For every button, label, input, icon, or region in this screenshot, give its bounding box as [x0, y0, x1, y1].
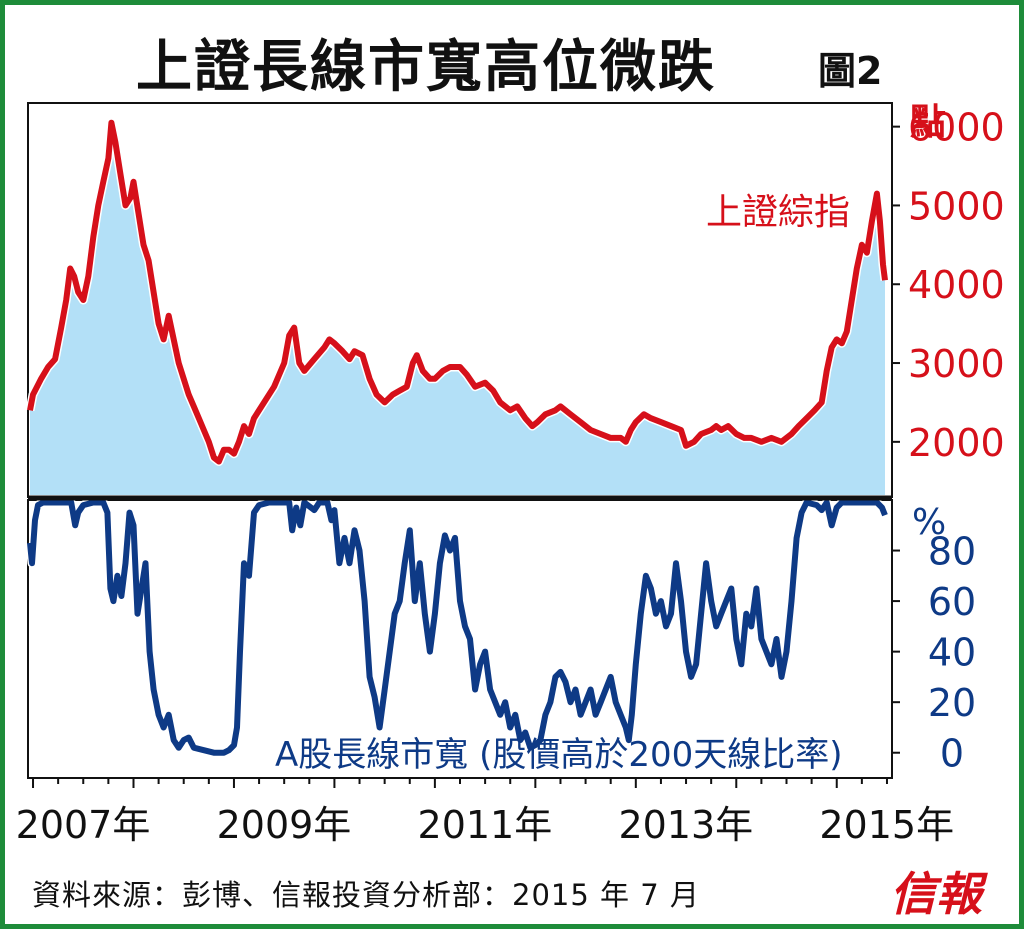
- index-line: [27, 119, 888, 465]
- lower-y-axis-unit: %: [912, 502, 946, 543]
- lower-y-tick-label: 0: [940, 732, 964, 776]
- y-axes: 2000 3000 4000 5000 6000 0 20 40 60 80: [892, 106, 1005, 776]
- upper-y-tick-label: 3000: [908, 342, 1005, 386]
- x-axis: 2007年 2009年 2011年 2013年 2015年: [16, 778, 954, 847]
- upper-y-tick-label: 5000: [908, 184, 1005, 228]
- upper-y-tick-label: 4000: [908, 263, 1005, 307]
- hkej-logo: 信報: [890, 867, 982, 921]
- upper-y-axis-unit: 點: [910, 102, 946, 143]
- x-tick-label: 2011年: [418, 803, 553, 847]
- upper-panel-marks: [25, 118, 890, 495]
- lower-panel-marks: [25, 498, 890, 758]
- lower-y-tick-label: 80: [928, 530, 976, 574]
- index-series-label: 上證綜指: [706, 192, 850, 233]
- source-note: 資料來源：彭博、信報投資分析部：2015 年 7 月: [32, 878, 700, 912]
- x-tick-label: 2007年: [16, 803, 151, 847]
- lower-y-tick-label: 60: [928, 580, 976, 624]
- upper-y-tick-label: 6000: [908, 106, 1005, 150]
- breadth-series-label: A股長線市寬 (股價高於200天線比率): [275, 735, 843, 775]
- upper-y-tick-label: 2000: [908, 421, 1005, 465]
- x-tick-label: 2013年: [618, 803, 753, 847]
- lower-y-tick-label: 40: [928, 631, 976, 675]
- lower-y-tick-label: 20: [928, 681, 976, 725]
- chart-title: 上證長線市寬高位微跌: [136, 35, 716, 100]
- x-tick-label: 2009年: [217, 803, 352, 847]
- breadth-line: [27, 499, 888, 756]
- figure-label: 圖2: [818, 49, 883, 93]
- x-tick-label: 2015年: [819, 803, 954, 847]
